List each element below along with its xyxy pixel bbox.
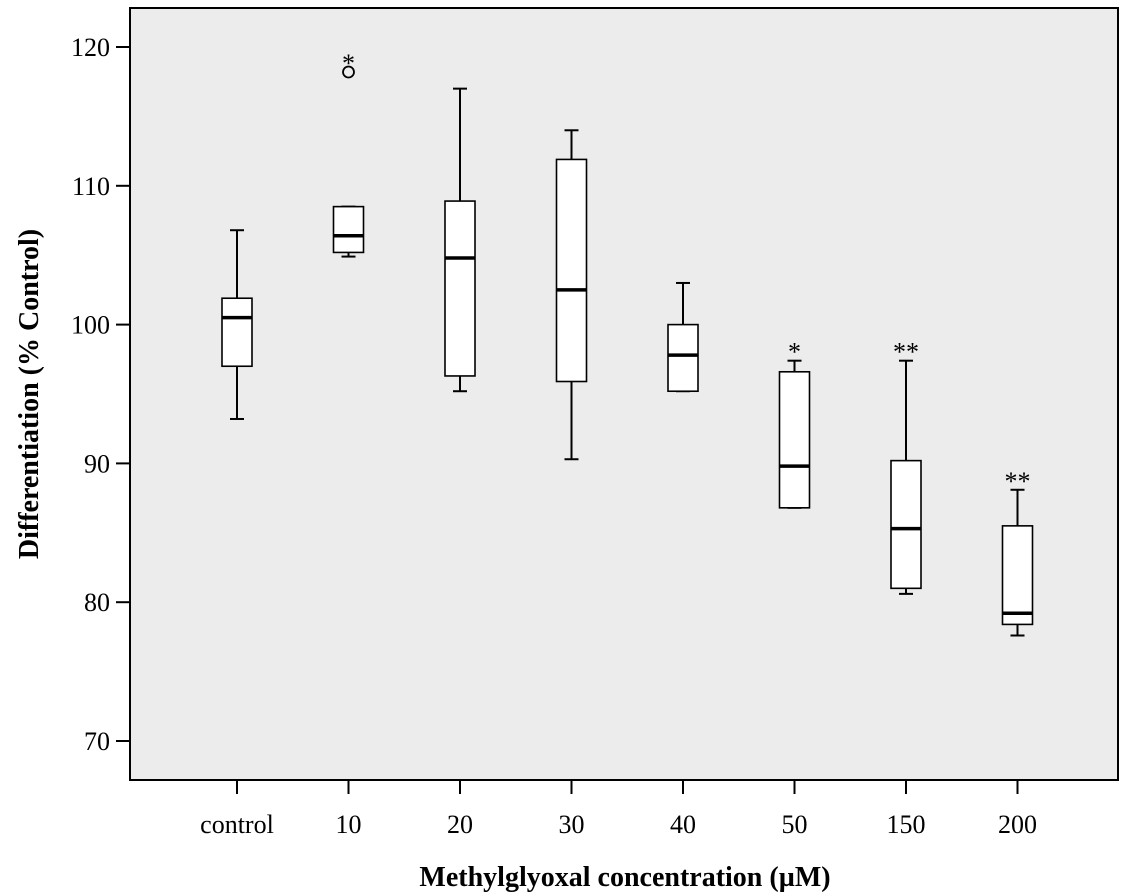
box-iqr [667, 323, 699, 393]
y-tick-label: 110 [72, 172, 110, 201]
y-tick-label: 90 [84, 449, 110, 478]
x-tick-label: 30 [559, 810, 585, 839]
box-iqr [332, 205, 365, 254]
y-axis-title: Differentiation (% Control) [14, 229, 45, 559]
y-axis: 70 80 90 100 110 120 [71, 33, 130, 756]
box-iqr [778, 370, 811, 509]
box-30 [555, 129, 588, 461]
box-control [221, 229, 253, 420]
box-iqr [890, 459, 922, 590]
box-150: ** [890, 338, 922, 595]
significance-label: ** [893, 338, 919, 367]
significance-label: ** [1005, 467, 1031, 496]
outlier-point [342, 65, 355, 79]
boxes: ** **** [221, 49, 1034, 637]
significance-label: * [788, 338, 801, 367]
y-tick-label: 100 [71, 311, 110, 340]
x-tick-label: 40 [670, 810, 696, 839]
box-10: * [332, 49, 365, 258]
box-50: * [778, 338, 811, 509]
x-tick-label: 10 [336, 810, 362, 839]
box-40 [667, 281, 699, 393]
box-iqr [1001, 525, 1034, 626]
plot-area [129, 7, 1119, 781]
x-tick-label: 200 [998, 810, 1037, 839]
y-tick-label: 70 [84, 727, 110, 756]
box-iqr [555, 158, 588, 383]
box-20 [444, 87, 476, 393]
y-tick-label: 80 [84, 588, 110, 617]
box-200: ** [1001, 467, 1034, 637]
x-tick-label: 150 [887, 810, 926, 839]
x-axis: control 10 20 30 40 50 150 200 [200, 780, 1037, 839]
x-tick-label: 50 [782, 810, 808, 839]
significance-label: * [342, 49, 355, 78]
x-axis-title: Methylglyoxal concentration (µM) [419, 862, 830, 893]
y-tick-label: 120 [71, 33, 110, 62]
box-iqr [221, 297, 253, 368]
x-tick-label: 20 [447, 810, 473, 839]
x-tick-label: control [200, 810, 274, 839]
box-iqr [444, 200, 476, 377]
